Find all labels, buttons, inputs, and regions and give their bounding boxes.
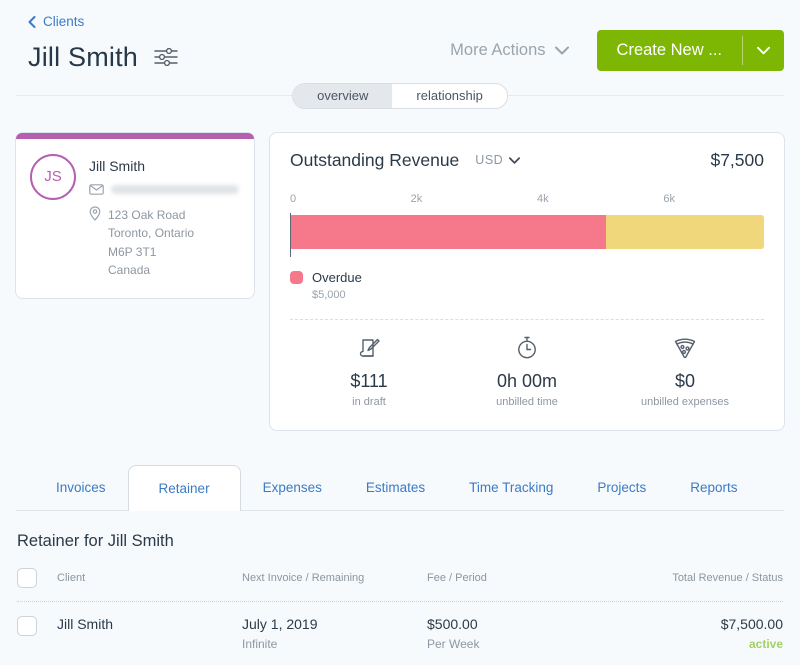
currency-label: USD [475, 153, 504, 167]
table-header-row: Client Next Invoice / Remaining Fee / Pe… [17, 551, 783, 602]
address-line: Canada [108, 263, 151, 278]
card-dashed-divider [290, 318, 764, 320]
tab-expenses[interactable]: Expenses [262, 479, 322, 495]
more-actions-dropdown[interactable]: More Actions [450, 41, 569, 60]
axis-tick-label: 4k [536, 192, 549, 205]
create-new-button[interactable]: Create New ... [596, 30, 784, 71]
revenue-card-title: Outstanding Revenue [290, 149, 460, 170]
breadcrumb-label: Clients [43, 14, 85, 29]
stat-in-draft: $111 in draft [290, 335, 448, 408]
client-settings-sliders-icon[interactable] [154, 48, 178, 66]
axis-tick-label: 2k [410, 192, 423, 205]
page-title: Jill Smith [28, 41, 139, 72]
tab-relationship[interactable]: relationship [416, 87, 483, 103]
client-card-accent-bar [16, 132, 254, 139]
address-line: Toronto, Ontario [108, 226, 195, 241]
axis-tick-row: 0 2k 4k 6k [290, 193, 764, 208]
revenue-bar [290, 214, 764, 249]
page-header: Clients Jill Smith More Actions Create N… [0, 0, 800, 73]
tab-retainer[interactable]: Retainer [127, 464, 241, 511]
outstanding-amount: $7,500 [710, 149, 764, 170]
tab-projects[interactable]: Projects [597, 479, 647, 495]
stat-value: $0 [674, 370, 696, 391]
axis-tick-label: 6k [663, 192, 675, 205]
client-tabs-section: Invoices Retainer Expenses Estimates Tim… [0, 464, 800, 511]
chevron-left-icon [28, 15, 36, 28]
stat-label: unbilled time [496, 395, 558, 408]
stat-unbilled-expenses: $0 unbilled expenses [606, 335, 764, 408]
axis-zero-line [290, 212, 291, 257]
cell-total-revenue: $7,500.00 [720, 615, 783, 632]
cell-remaining: Infinite [242, 636, 278, 651]
outstanding-revenue-card: Outstanding Revenue USD $7,500 0 2k 4k 6k [269, 131, 785, 431]
stat-label: in draft [352, 395, 386, 408]
retainer-table: Client Next Invoice / Remaining Fee / Pe… [17, 551, 783, 665]
stat-label: unbilled expenses [640, 395, 730, 408]
chevron-down-icon [509, 156, 521, 164]
column-header-client: Client [57, 571, 86, 584]
status-badge: active [748, 636, 783, 651]
draft-document-icon [356, 335, 382, 361]
column-header-fee-period: Fee / Period [427, 571, 487, 584]
address-line: M6P 3T1 [108, 244, 157, 259]
stats-row: $111 in draft 0h 00m unbilled time $0 un… [290, 320, 764, 430]
bar-segment-overdue [290, 214, 606, 249]
legend-value: $5,000 [312, 288, 346, 301]
stat-value: $111 [350, 370, 388, 391]
tab-overview[interactable]: overview [293, 83, 393, 108]
stopwatch-icon [514, 335, 540, 361]
summary-cards-row: JS Jill Smith 123 Oak Road [0, 109, 800, 431]
tab-time-tracking[interactable]: Time Tracking [469, 479, 554, 495]
client-address: 123 Oak Road Toronto, Ontario M6P 3T1 Ca… [108, 206, 194, 280]
legend-label: Overdue [312, 269, 362, 285]
retainer-section-heading: Retainer for Jill Smith [17, 531, 174, 550]
view-toggle-strip: overview relationship [0, 82, 800, 109]
view-toggle: overview relationship [292, 82, 508, 109]
chevron-down-icon [554, 46, 569, 55]
currency-dropdown[interactable]: USD [475, 153, 521, 167]
client-info-card[interactable]: JS Jill Smith 123 Oak Road [15, 131, 255, 299]
cell-client-name: Jill Smith [57, 615, 114, 632]
tab-invoices[interactable]: Invoices [56, 479, 106, 495]
row-checkbox[interactable] [17, 615, 37, 636]
address-line: 123 Oak Road [108, 207, 186, 222]
column-header-next-invoice: Next Invoice / Remaining [242, 571, 365, 584]
table-row[interactable]: Jill Smith July 1, 2019 Infinite $500.00… [17, 602, 783, 665]
button-divider [742, 36, 743, 65]
chart-legend: Overdue $5,000 [290, 270, 764, 301]
client-name: Jill Smith [89, 157, 146, 174]
stat-value: 0h 00m [496, 370, 558, 391]
bar-segment [605, 214, 764, 249]
more-actions-label: More Actions [450, 41, 546, 59]
stat-unbilled-time: 0h 00m unbilled time [448, 335, 606, 408]
breadcrumb-clients[interactable]: Clients [28, 14, 84, 29]
cell-fee: $500.00 [427, 615, 478, 632]
select-all-checkbox[interactable] [17, 567, 37, 588]
revenue-bar-chart: 0 2k 4k 6k [290, 193, 764, 257]
tab-reports[interactable]: Reports [690, 479, 738, 495]
client-tab-bar: Invoices Retainer Expenses Estimates Tim… [16, 464, 784, 511]
create-new-label: Create New ... [616, 41, 722, 59]
column-header-total-revenue-status: Total Revenue / Status [672, 571, 783, 584]
tab-estimates[interactable]: Estimates [365, 479, 426, 495]
axis-tick-label: 0 [290, 192, 297, 205]
create-new-caret[interactable] [743, 30, 784, 71]
legend-swatch [290, 270, 303, 284]
cell-next-invoice: July 1, 2019 [242, 615, 318, 632]
pizza-icon [672, 335, 698, 361]
map-pin-icon [89, 205, 101, 280]
redacted-email [111, 184, 239, 194]
envelope-icon [89, 183, 104, 195]
cell-period: Per Week [427, 636, 480, 651]
avatar: JS [30, 153, 76, 200]
